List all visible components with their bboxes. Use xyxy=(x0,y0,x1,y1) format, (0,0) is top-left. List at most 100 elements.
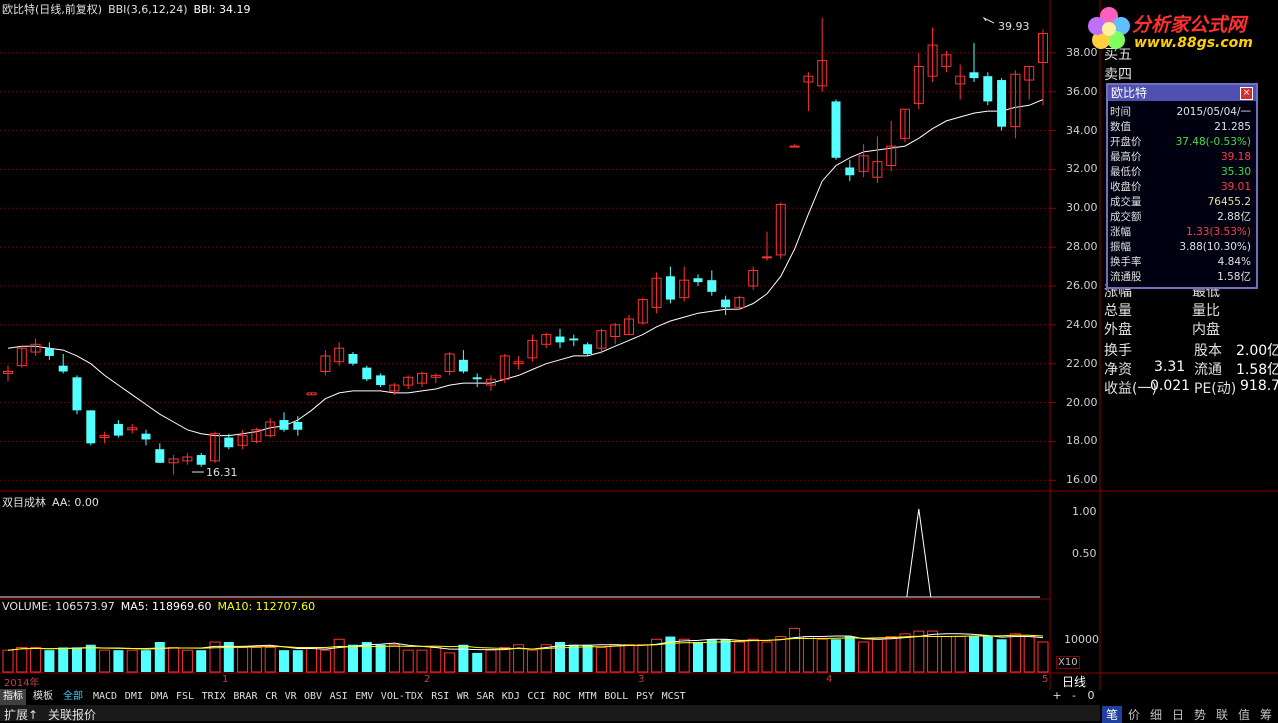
candle xyxy=(265,418,276,438)
volume-bar xyxy=(306,646,318,673)
expand-button[interactable]: 扩展↑ xyxy=(4,708,39,722)
popup-row: 收盘价 39.01 xyxy=(1110,180,1253,195)
volume-bar xyxy=(72,647,82,672)
indicator-tab[interactable]: PSY xyxy=(636,691,655,702)
popup-row-value: 3.88(10.30%) xyxy=(1179,241,1251,253)
indicator-tab[interactable]: MACD xyxy=(93,691,118,702)
indicator-tab[interactable]: TRIX xyxy=(201,691,226,702)
logo-url: www.88gs.com xyxy=(1134,35,1253,51)
volume-bar xyxy=(858,641,870,673)
indicator-tab[interactable]: EMV xyxy=(355,691,374,702)
volume-bar xyxy=(816,638,828,673)
volume-bar xyxy=(196,650,207,672)
price-axis-label: 26.00 xyxy=(1066,279,1098,292)
price-axis-label: 38.00 xyxy=(1066,45,1098,59)
indicator-tab[interactable]: MCST xyxy=(661,691,686,702)
zoom-out-button[interactable]: - xyxy=(1072,689,1076,702)
indicator-tab[interactable]: OBV xyxy=(304,691,323,702)
popup-row: 时间 2015/05/04/一 xyxy=(1110,105,1253,120)
price-axis-label: 30.00 xyxy=(1066,201,1098,215)
volume-bar xyxy=(458,644,469,672)
right-tab[interactable]: 值 xyxy=(1237,708,1250,722)
indicator-tab[interactable]: CCI xyxy=(527,691,546,702)
volume-bar xyxy=(609,644,621,673)
indicator-tab[interactable]: KDJ xyxy=(501,691,520,702)
indicator-tab[interactable]: SAR xyxy=(476,691,495,702)
candle xyxy=(775,202,786,259)
popup-row: 流通股 1.58亿 xyxy=(1110,270,1253,285)
volume-label: VOLUME: 106573.97 xyxy=(2,600,115,613)
volume-bar xyxy=(982,636,993,672)
candle-body xyxy=(721,299,731,308)
indicator-tab[interactable]: WR xyxy=(456,691,469,702)
volume-bar xyxy=(693,642,703,672)
close-icon[interactable]: × xyxy=(1240,87,1253,100)
candle xyxy=(679,266,690,302)
candle-body xyxy=(430,374,441,378)
indicator-tab[interactable]: BOLL xyxy=(604,691,629,702)
reset-button[interactable]: 0 xyxy=(1087,689,1095,702)
indicator-tab[interactable]: DMA xyxy=(150,691,169,702)
popup-row-value: 2015/05/04/一 xyxy=(1176,106,1251,118)
right-tab[interactable]: 价 xyxy=(1127,708,1140,722)
zoom-in-button[interactable]: + xyxy=(1052,689,1062,702)
indicator-tab[interactable]: VOL-TDX xyxy=(380,691,423,702)
volume-bar xyxy=(747,638,759,673)
candle xyxy=(499,354,510,384)
candle-body xyxy=(168,458,179,464)
period-label[interactable]: 日线 xyxy=(1062,675,1087,689)
popup-row-key: 流通股 xyxy=(1110,271,1142,283)
volume-bar xyxy=(513,644,525,673)
right-tab[interactable]: 日 xyxy=(1171,708,1184,722)
candle-body xyxy=(748,269,759,287)
right-tab[interactable]: 筹 xyxy=(1259,708,1272,722)
indicator-tab[interactable]: RSI xyxy=(431,691,450,702)
candle xyxy=(155,443,165,463)
candle xyxy=(803,72,814,112)
candle-body xyxy=(693,278,703,283)
candle-body xyxy=(913,65,924,104)
popup-row-key: 振幅 xyxy=(1110,241,1131,253)
right-tab[interactable]: 联 xyxy=(1215,708,1228,722)
volume-bar xyxy=(361,642,372,672)
right-tab[interactable]: 细 xyxy=(1149,708,1162,722)
info-popup[interactable]: 欧比特 × 时间 2015/05/04/一 数值 21.285 开盘价 37.48(-0.… xyxy=(1106,83,1258,289)
stock-title[interactable]: 欧比特(日线,前复权) xyxy=(2,3,103,16)
volume-bar xyxy=(16,646,28,673)
volume-bar xyxy=(623,644,635,673)
candle-body xyxy=(389,384,400,392)
candle-body xyxy=(927,44,938,77)
indicator-tab[interactable]: DMI xyxy=(124,691,143,702)
right-tab[interactable]: 势 xyxy=(1193,708,1206,722)
related-quote-button[interactable]: 关联报价 xyxy=(48,708,97,722)
candle xyxy=(721,295,731,316)
right-tab[interactable]: 笔 xyxy=(1102,706,1122,723)
candle xyxy=(486,375,496,391)
ma10-label: MA10: 112707.60 xyxy=(217,600,316,613)
candle xyxy=(789,144,800,148)
sub-indicator-label: 双目成林 xyxy=(2,496,46,509)
volume-bar xyxy=(595,646,607,673)
indicator-tab[interactable]: BRAR xyxy=(233,691,258,702)
indicator-tab[interactable]: 模板 xyxy=(33,691,53,702)
indicator-tab[interactable]: 指标 xyxy=(0,689,26,705)
candle-body xyxy=(610,324,621,338)
indicator-tab[interactable]: VR xyxy=(284,691,297,702)
volume-axis-label: 10000 xyxy=(1064,633,1099,646)
sub-axis-1: 1.00 xyxy=(1072,505,1097,518)
indicator-tab[interactable]: ASI xyxy=(329,691,348,702)
indicator-tab[interactable]: FSL xyxy=(176,691,195,702)
indicator-name: BBI(3,6,12,24) xyxy=(108,3,188,16)
volume-bar xyxy=(99,649,111,673)
quote-row-turnover: 换手 股本 2.00亿 xyxy=(1104,343,1278,359)
indicator-tab[interactable]: MTM xyxy=(578,691,597,702)
candle-body xyxy=(734,297,745,308)
indicator-tab[interactable]: 全部 xyxy=(63,691,83,702)
candle xyxy=(348,352,358,366)
indicator-tab[interactable]: CR xyxy=(265,691,278,702)
volume-bar xyxy=(209,641,221,673)
indicator-tab[interactable]: ROC xyxy=(553,691,572,702)
candle-body xyxy=(872,161,883,178)
candle-body xyxy=(775,203,786,256)
candle xyxy=(113,420,123,438)
